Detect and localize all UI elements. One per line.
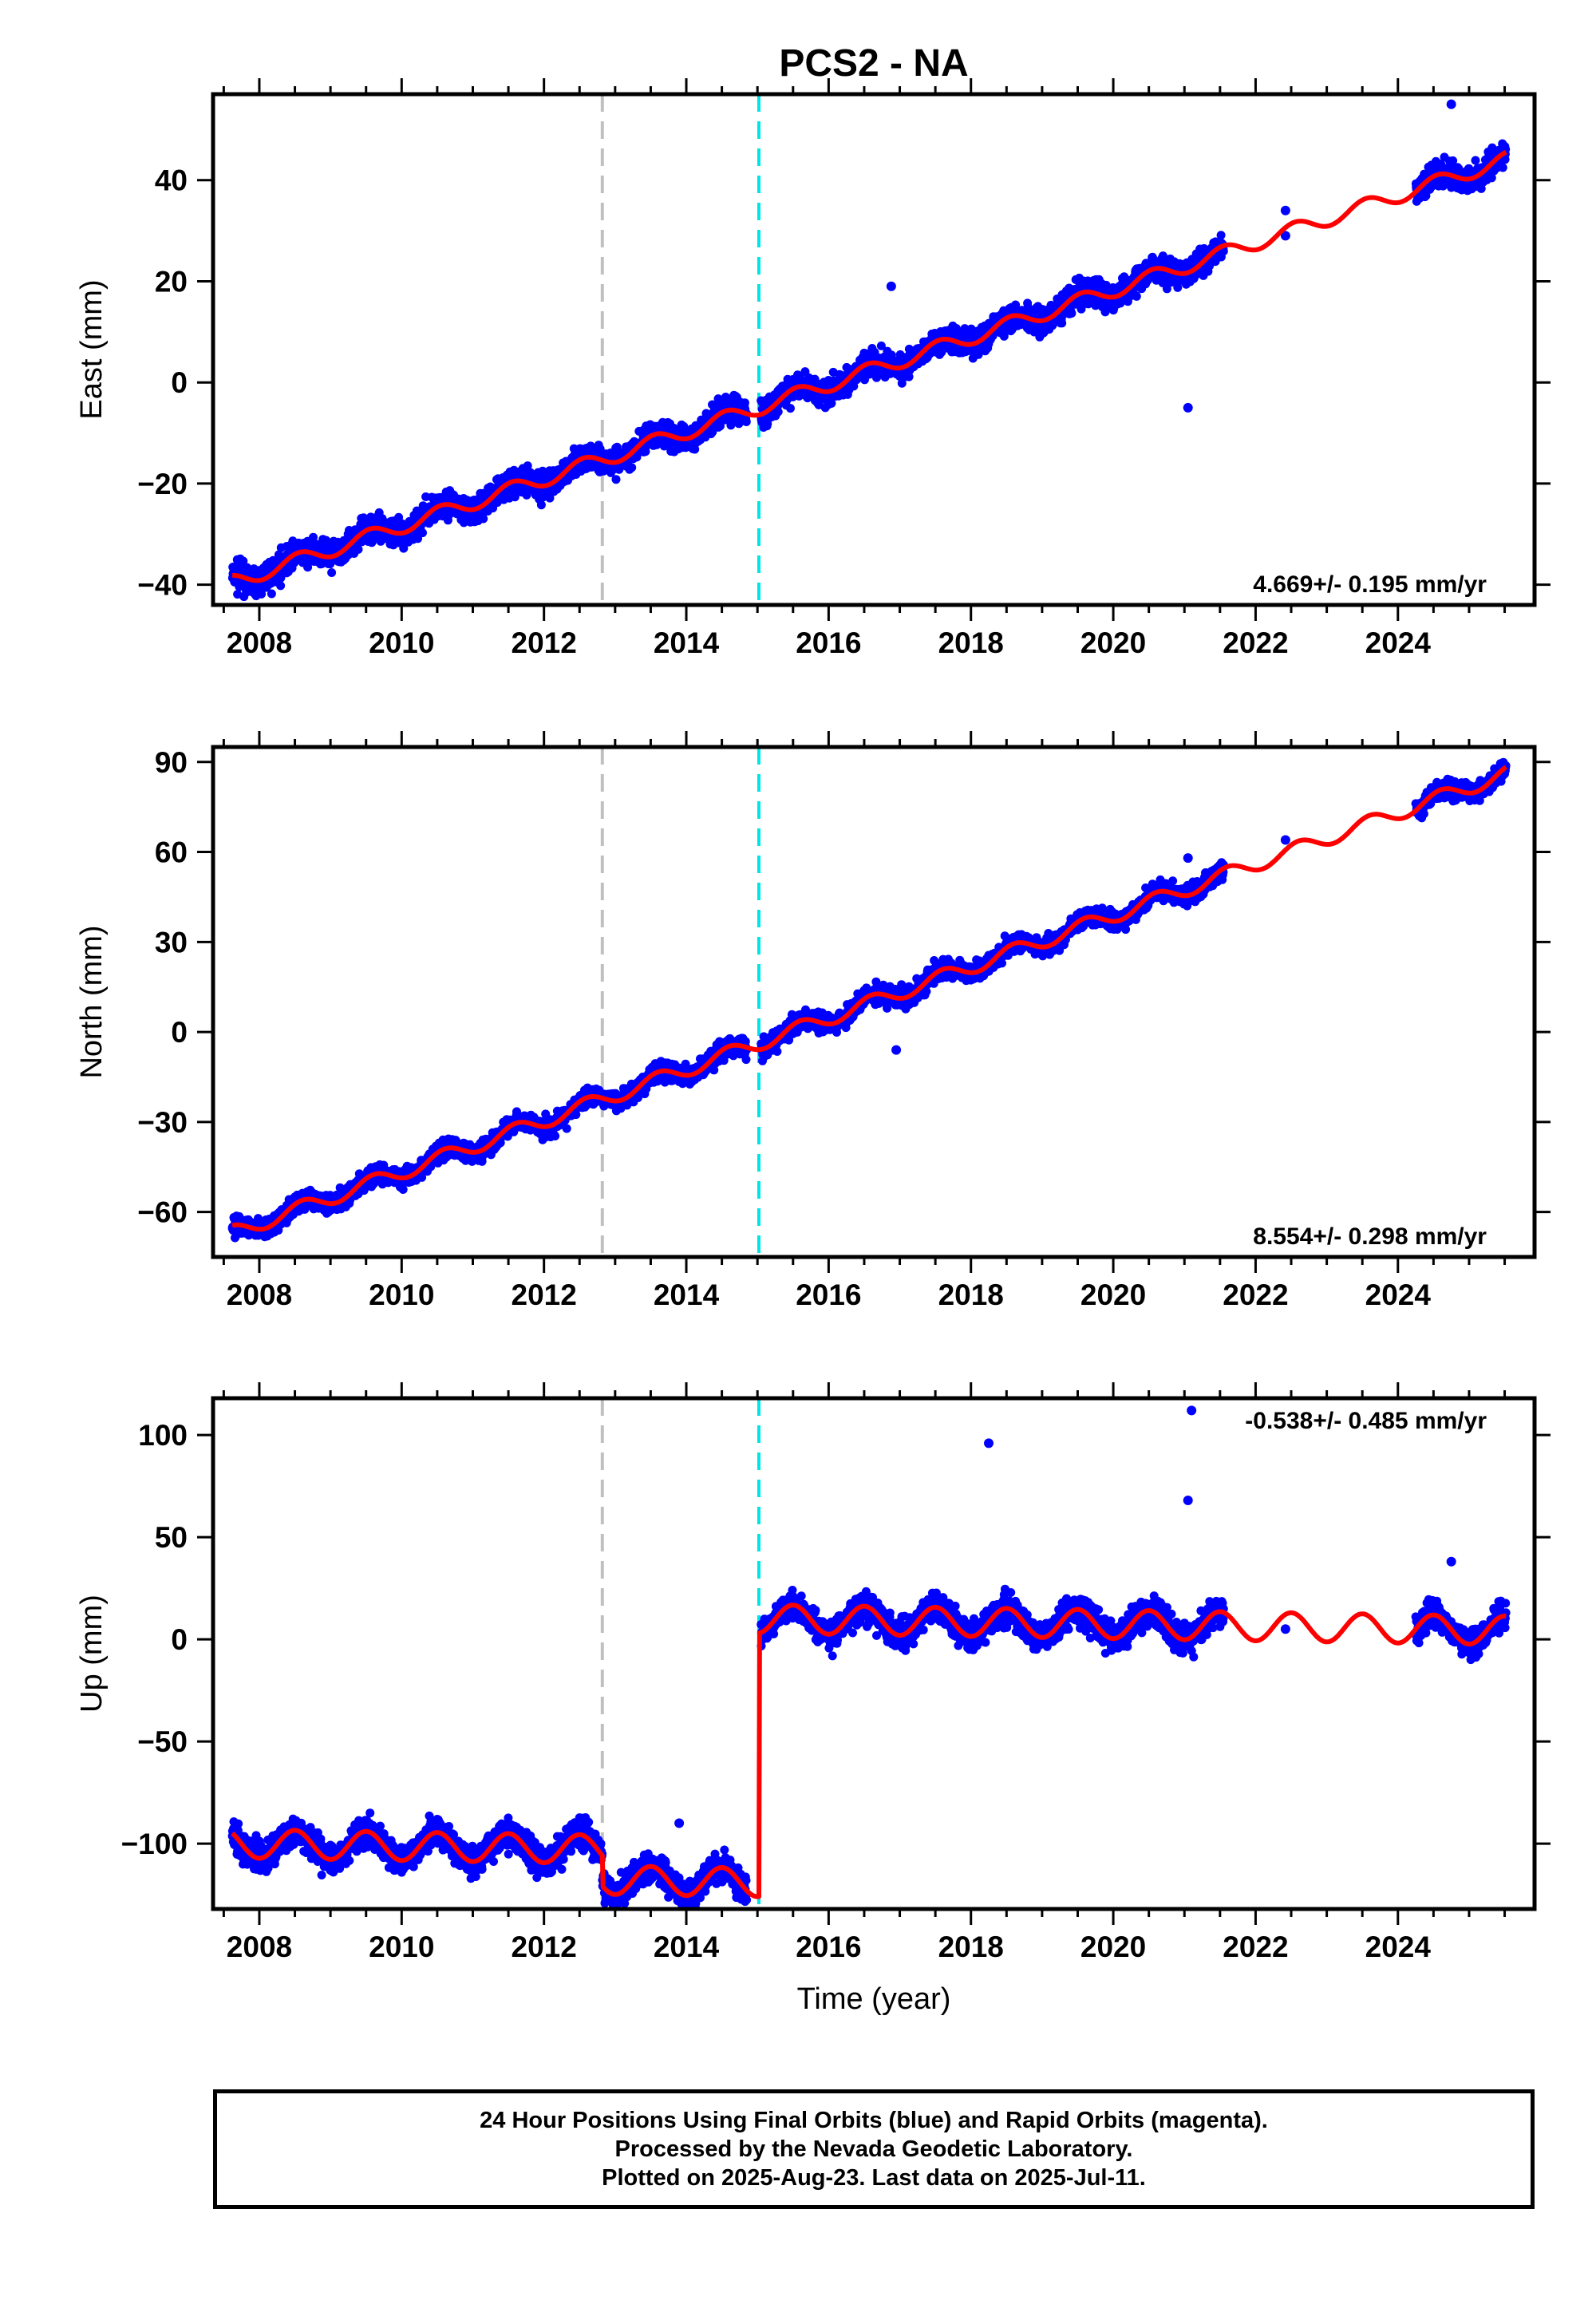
position-point [716, 421, 725, 431]
position-point [1471, 156, 1480, 165]
position-point [1498, 163, 1507, 172]
x-tick-label: 2010 [369, 626, 434, 659]
position-point [773, 407, 783, 417]
x-tick-label: 2008 [227, 626, 292, 659]
panels-group: 2008 2010 2012 2014 2016 2018 2020 2022 2024 −40 −… [75, 78, 1551, 1963]
y-tick-label: −20 [137, 468, 188, 500]
velocity-label: 4.669+/- 0.195 mm/yr [1253, 571, 1487, 598]
plot-area-north [227, 747, 1511, 1257]
position-point [545, 493, 555, 503]
position-point [1057, 318, 1067, 328]
x-tick-label: 2020 [1080, 1279, 1146, 1311]
position-point [1216, 231, 1226, 240]
position-point [827, 398, 836, 408]
plot-area-east [227, 94, 1511, 605]
y-tick-label: 30 [155, 926, 188, 958]
y-tick-label: 0 [171, 1016, 188, 1049]
position-point [740, 398, 749, 408]
position-point [741, 417, 751, 426]
x-tick-label: 2014 [654, 1279, 720, 1311]
y-tick-label: −40 [137, 569, 188, 602]
position-point [1067, 309, 1077, 318]
y-axis-label: East (mm) [75, 279, 109, 419]
position-point [327, 568, 337, 577]
x-tick-label: 2016 [796, 1279, 861, 1311]
y-tick-label: 40 [155, 164, 188, 197]
position-point [257, 589, 267, 599]
y-tick-label: 0 [171, 366, 188, 399]
panel-north: 2008 2010 2012 2014 2016 2018 2020 2022 2024 −60 −… [75, 731, 1551, 1311]
y-axis-label: North (mm) [75, 925, 109, 1078]
ticks-east: 2008 2010 2012 2014 2016 2018 2020 2022 2024 −40 −… [137, 78, 1551, 659]
outlier-point [1446, 99, 1456, 109]
position-point [479, 514, 488, 524]
outlier-point [886, 281, 896, 291]
y-tick-label: −30 [137, 1106, 188, 1139]
y-tick-label: 90 [155, 746, 188, 779]
x-tick-label: 2012 [512, 1279, 577, 1311]
position-point [309, 532, 318, 542]
panel-east: 2008 2010 2012 2014 2016 2018 2020 2022 2024 −40 −… [75, 78, 1551, 659]
y-tick-label: −60 [137, 1196, 188, 1229]
y-tick-label: 20 [155, 265, 188, 298]
y-tick-label: 60 [155, 836, 188, 869]
position-point [276, 581, 286, 591]
x-tick-label: 2012 [512, 626, 577, 659]
position-point [627, 463, 637, 472]
position-point [239, 556, 248, 566]
position-point [523, 461, 532, 471]
x-tick-label: 2022 [1223, 626, 1288, 659]
x-tick-label: 2024 [1365, 626, 1432, 659]
x-tick-label: 2014 [654, 626, 720, 659]
position-point [538, 466, 547, 476]
position-point [354, 544, 363, 554]
position-point [267, 589, 276, 599]
outlier-point [1183, 402, 1193, 413]
daily-positions-east [227, 99, 1511, 602]
x-tick-label: 2018 [938, 626, 1004, 659]
x-tick-label: 2016 [796, 626, 861, 659]
x-tick-label: 2024 [1365, 1279, 1432, 1311]
position-point [418, 528, 427, 538]
outlier-point [1280, 205, 1290, 215]
x-tick-label: 2010 [369, 1279, 434, 1311]
position-point [536, 500, 546, 510]
x-tick-label: 2018 [938, 1279, 1004, 1311]
x-tick-label: 2008 [227, 1279, 292, 1311]
position-point [1132, 291, 1141, 301]
position-point [611, 475, 621, 484]
position-point [786, 404, 795, 413]
position-point [398, 1185, 408, 1194]
x-tick-label: 2020 [1080, 626, 1146, 659]
x-tick-label: 2022 [1223, 1279, 1288, 1311]
chart-title: PCS2 - NA [779, 42, 968, 85]
